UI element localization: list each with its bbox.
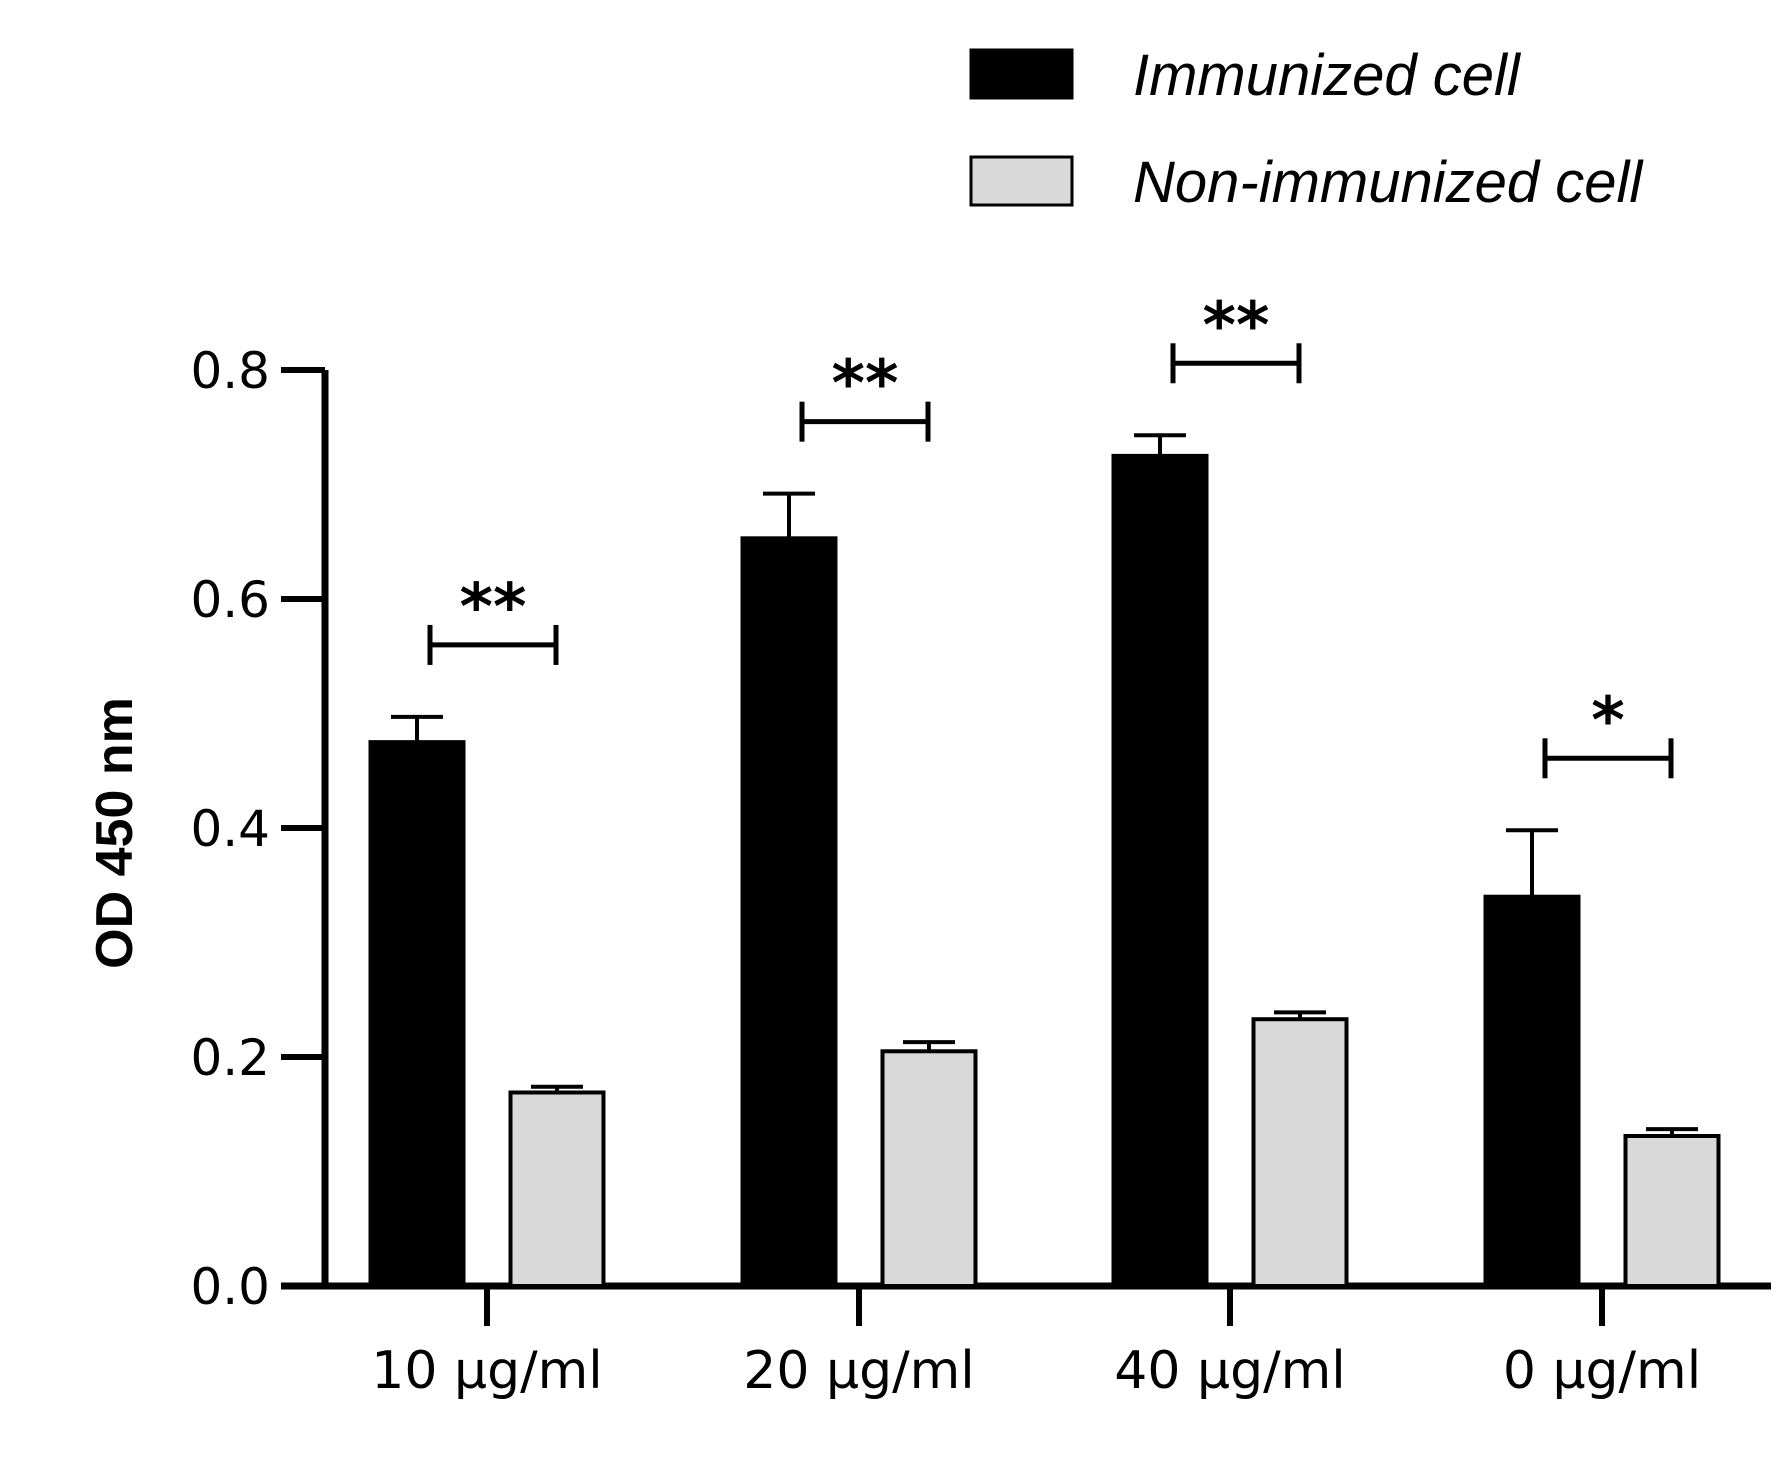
bar-non-immunized [508, 1090, 606, 1288]
significance-stars: * [1591, 684, 1624, 758]
significance-stars: ** [832, 348, 899, 422]
y-ticks: 0.0 0.2 0.4 0.6 0.8 [190, 342, 325, 1316]
y-tick-label: 0.0 [190, 1258, 270, 1316]
bars [368, 433, 1721, 1289]
bar-non-immunized [1251, 1017, 1349, 1289]
y-axis-title: OD 450 nm [86, 697, 144, 969]
x-tick-label: 40 μg/ml [1114, 1341, 1345, 1401]
y-tick-label: 0.4 [190, 800, 270, 858]
legend-label-immunized: Immunized cell [1133, 43, 1522, 108]
bar-immunized [1111, 453, 1209, 1288]
significance-markers: ******* [427, 289, 1674, 779]
bar-immunized [740, 536, 838, 1288]
x-tick-label: 0 μg/ml [1503, 1341, 1701, 1401]
significance-stars: ** [460, 571, 527, 645]
x-tick-label: 20 μg/ml [743, 1341, 974, 1401]
x-tick-label: 10 μg/ml [371, 1341, 602, 1401]
x-ticks: 10 μg/ml 20 μg/ml 40 μg/ml 0 μg/ml [371, 1286, 1701, 1401]
y-tick-label: 0.2 [190, 1029, 270, 1087]
legend-swatch-immunized [969, 48, 1074, 100]
bar-non-immunized [1623, 1134, 1721, 1288]
legend-swatch-non-immunized [969, 155, 1074, 207]
legend: Immunized cell Non-immunized cell [969, 43, 1644, 215]
bar-immunized [1483, 894, 1581, 1288]
bar-immunized [368, 740, 466, 1288]
y-tick-label: 0.8 [190, 342, 270, 400]
y-tick-label: 0.6 [190, 571, 270, 629]
bar-non-immunized [880, 1049, 978, 1289]
significance-stars: ** [1203, 289, 1270, 363]
legend-label-non-immunized: Non-immunized cell [1133, 150, 1644, 215]
